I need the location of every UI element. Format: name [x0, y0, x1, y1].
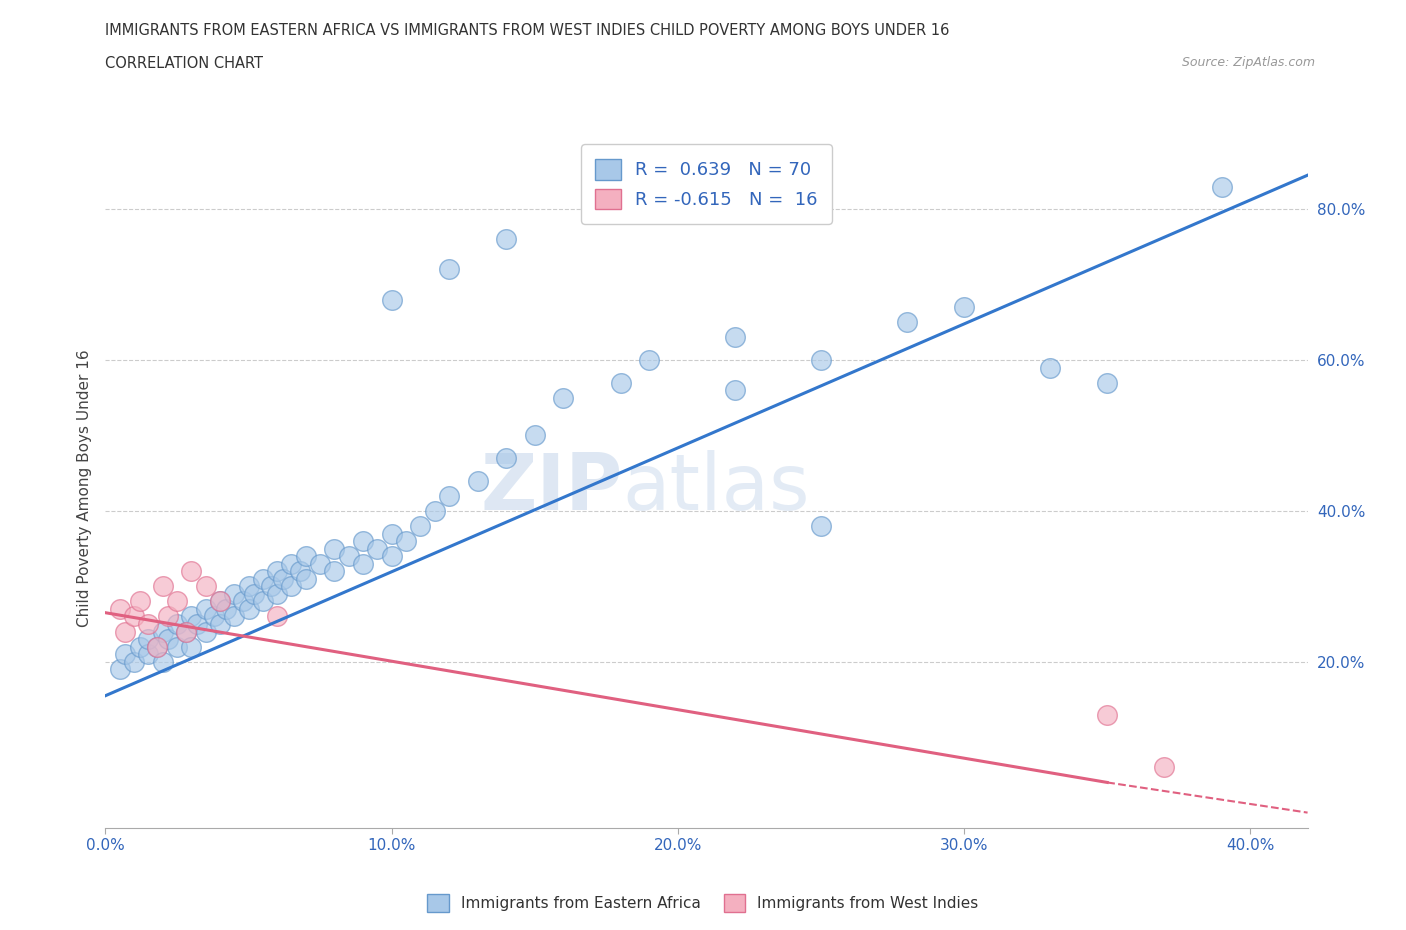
Point [224, 609, 246, 624]
Point [180, 609, 202, 624]
Point [252, 594, 274, 609]
Point [1039, 360, 1062, 375]
Point [194, 624, 217, 639]
Point [323, 541, 346, 556]
Point [352, 534, 374, 549]
Point [337, 549, 360, 564]
Point [174, 624, 197, 639]
Point [208, 617, 231, 631]
Point [214, 602, 236, 617]
Point [166, 594, 188, 609]
Point [395, 534, 418, 549]
Point [271, 571, 294, 586]
Point [1095, 375, 1118, 390]
Point [295, 571, 318, 586]
Point [280, 578, 302, 593]
Point [495, 451, 517, 466]
Point [352, 556, 374, 571]
Point [180, 564, 202, 578]
Point [238, 602, 260, 617]
Legend: R =  0.639   N = 70, R = -0.615   N =  16: R = 0.639 N = 70, R = -0.615 N = 16 [581, 144, 832, 224]
Point [174, 624, 197, 639]
Point [437, 262, 460, 277]
Point [323, 564, 346, 578]
Y-axis label: Child Poverty Among Boys Under 16: Child Poverty Among Boys Under 16 [76, 350, 91, 627]
Point [467, 473, 489, 488]
Point [260, 578, 283, 593]
Point [1153, 760, 1175, 775]
Point [152, 624, 174, 639]
Text: ZIP: ZIP [479, 450, 623, 526]
Point [381, 292, 404, 307]
Point [232, 594, 254, 609]
Point [146, 639, 169, 654]
Point [208, 594, 231, 609]
Point [266, 609, 288, 624]
Point [157, 609, 180, 624]
Point [295, 549, 318, 564]
Point [138, 617, 160, 631]
Point [437, 488, 460, 503]
Point [896, 315, 918, 330]
Point [128, 594, 150, 609]
Point [152, 578, 174, 593]
Point [138, 646, 160, 661]
Point [409, 519, 432, 534]
Point [146, 639, 169, 654]
Text: CORRELATION CHART: CORRELATION CHART [105, 56, 263, 71]
Text: Source: ZipAtlas.com: Source: ZipAtlas.com [1181, 56, 1315, 69]
Point [208, 594, 231, 609]
Point [194, 602, 217, 617]
Point [138, 631, 160, 646]
Point [180, 639, 202, 654]
Point [114, 646, 136, 661]
Point [166, 617, 188, 631]
Point [224, 587, 246, 602]
Point [157, 631, 180, 646]
Point [128, 639, 150, 654]
Point [953, 299, 976, 314]
Point [194, 578, 217, 593]
Point [114, 624, 136, 639]
Point [724, 383, 747, 398]
Point [238, 578, 260, 593]
Point [1211, 179, 1233, 194]
Point [381, 549, 404, 564]
Point [152, 655, 174, 670]
Point [266, 587, 288, 602]
Point [108, 602, 131, 617]
Point [243, 587, 266, 602]
Point [810, 352, 832, 367]
Point [202, 609, 225, 624]
Text: IMMIGRANTS FROM EASTERN AFRICA VS IMMIGRANTS FROM WEST INDIES CHILD POVERTY AMON: IMMIGRANTS FROM EASTERN AFRICA VS IMMIGR… [105, 23, 950, 38]
Point [122, 655, 145, 670]
Point [553, 391, 575, 405]
Point [108, 662, 131, 677]
Text: atlas: atlas [623, 450, 810, 526]
Point [1095, 707, 1118, 722]
Point [381, 526, 404, 541]
Legend: Immigrants from Eastern Africa, Immigrants from West Indies: Immigrants from Eastern Africa, Immigran… [422, 888, 984, 918]
Point [638, 352, 661, 367]
Point [280, 556, 302, 571]
Point [266, 564, 288, 578]
Point [309, 556, 332, 571]
Point [186, 617, 208, 631]
Point [288, 564, 311, 578]
Point [423, 503, 446, 518]
Point [724, 330, 747, 345]
Point [166, 639, 188, 654]
Point [252, 571, 274, 586]
Point [523, 428, 546, 443]
Point [609, 375, 631, 390]
Point [122, 609, 145, 624]
Point [366, 541, 388, 556]
Point [810, 519, 832, 534]
Point [495, 232, 517, 246]
